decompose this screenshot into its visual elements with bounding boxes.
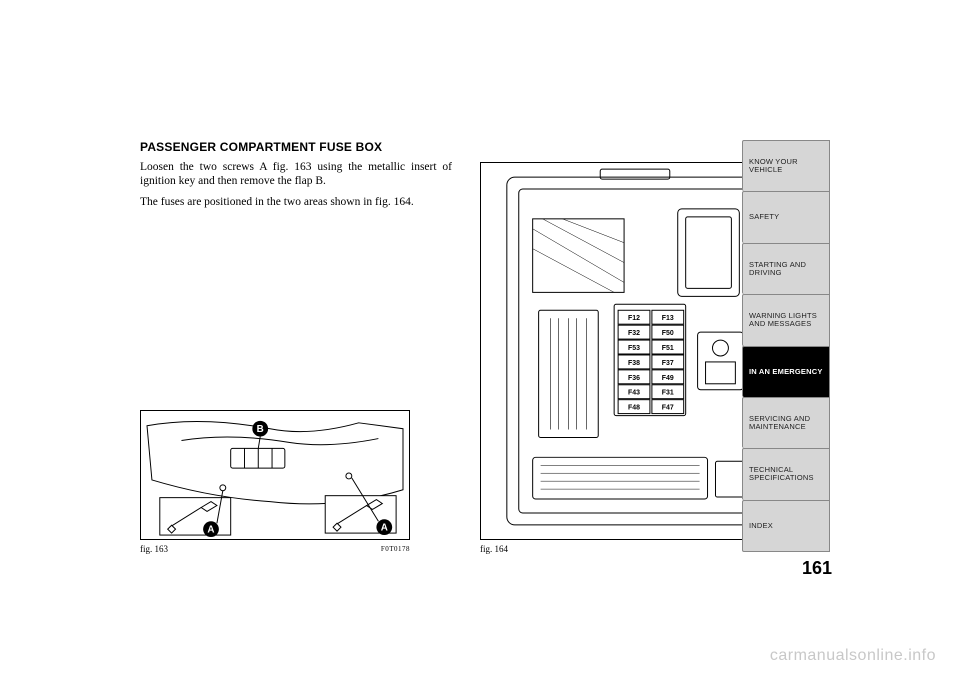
tab-label: IN AN EMERGENCY (749, 368, 823, 376)
paragraph-2: The fuses are positioned in the two area… (140, 195, 452, 209)
fuse-label: F43 (628, 390, 640, 397)
tab-technical-specs[interactable]: TECHNICAL SPECIFICATIONS (742, 448, 830, 499)
fuse-label: F48 (628, 405, 640, 412)
tab-label: SAFETY (749, 213, 779, 221)
fuse-label: F50 (662, 330, 674, 337)
fuse-label: F32 (628, 330, 640, 337)
callout-a-left: A (207, 525, 214, 536)
figure-163-caption: fig. 163 F0T0178 (140, 544, 410, 554)
tab-label: WARNING LIGHTS AND MESSAGES (749, 312, 823, 329)
figure-163: B A A (140, 410, 410, 540)
figure-164-label: fig. 164 (480, 544, 508, 554)
figure-163-label: fig. 163 (140, 544, 168, 554)
tab-label: INDEX (749, 522, 773, 530)
page-number: 161 (802, 558, 832, 579)
fuse-label: F12 (628, 315, 640, 322)
tab-label: TECHNICAL SPECIFICATIONS (749, 466, 823, 483)
callout-a-right: A (381, 523, 388, 534)
fuse-label: F13 (662, 315, 674, 322)
fuse-label: F51 (662, 345, 674, 352)
page-content: PASSENGER COMPARTMENT FUSE BOX Loosen th… (140, 140, 830, 570)
section-tabs: KNOW YOUR VEHICLE SAFETY STARTING AND DR… (742, 140, 830, 552)
fuse-label: F38 (628, 360, 640, 367)
callout-b: B (257, 424, 264, 435)
tab-safety[interactable]: SAFETY (742, 191, 830, 242)
tab-label: SERVICING AND MAINTENANCE (749, 415, 823, 432)
paragraph-1: Loosen the two screws A fig. 163 using t… (140, 160, 452, 189)
tab-label: STARTING AND DRIVING (749, 261, 823, 278)
fuse-label-grid: F12 F13 F32 F50 F53 F51 F38 F37 F36 F49 F43 F31 F48 F… (618, 310, 684, 413)
figure-163-drawing: B A A (141, 411, 409, 539)
tab-servicing[interactable]: SERVICING AND MAINTENANCE (742, 397, 830, 448)
figure-163-code: F0T0178 (381, 544, 410, 553)
fuse-label: F36 (628, 375, 640, 382)
tab-label: KNOW YOUR VEHICLE (749, 158, 823, 175)
fuse-label: F49 (662, 375, 674, 382)
watermark: carmanualsonline.info (770, 647, 936, 665)
fuse-label: F47 (662, 405, 674, 412)
text-column: PASSENGER COMPARTMENT FUSE BOX Loosen th… (140, 140, 452, 215)
tab-know-your-vehicle[interactable]: KNOW YOUR VEHICLE (742, 140, 830, 191)
tab-in-an-emergency[interactable]: IN AN EMERGENCY (742, 346, 830, 397)
tab-starting-driving[interactable]: STARTING AND DRIVING (742, 243, 830, 294)
fuse-label: F53 (628, 345, 640, 352)
fuse-label: F37 (662, 360, 674, 367)
section-heading: PASSENGER COMPARTMENT FUSE BOX (140, 140, 452, 154)
tab-index[interactable]: INDEX (742, 500, 830, 552)
tab-warning-lights[interactable]: WARNING LIGHTS AND MESSAGES (742, 294, 830, 345)
fuse-label: F31 (662, 390, 674, 397)
